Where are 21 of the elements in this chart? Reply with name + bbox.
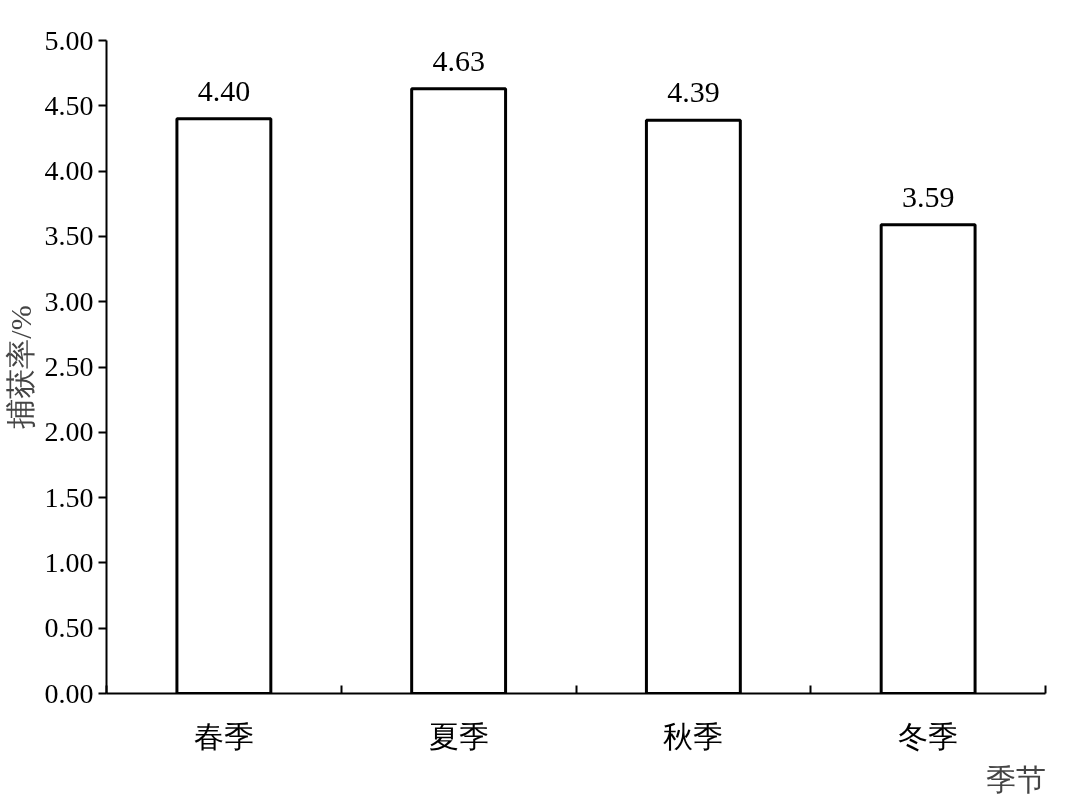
data-label: 3.59 [901,179,955,213]
y-tick-label: 4.50 [44,89,94,121]
y-tick-label: 3.50 [44,220,94,252]
y-tick-label: 0.00 [44,677,94,709]
y-tick-label: 1.50 [44,481,94,513]
y-tick-label: 4.00 [44,155,94,187]
y-tick-label: 5.00 [44,24,94,56]
y-tick-label: 2.50 [44,351,94,382]
data-label: 4.40 [197,73,251,107]
data-label: 4.39 [667,75,720,109]
y-tick-label: 2.00 [44,416,94,448]
y-tick-label: 3.00 [44,285,94,317]
x-tick-label: 春季 [193,719,254,753]
x-tick-label: 夏季 [428,719,489,753]
y-axis-title: 捕获率/% [3,305,37,429]
y-tick-label: 0.50 [44,612,94,644]
x-tick-label: 冬季 [898,719,959,753]
x-axis-title: 季节 [985,762,1046,796]
y-tick-label: 1.00 [44,546,94,578]
data-label: 4.63 [432,43,485,77]
x-tick-label: 秋季 [663,719,724,753]
